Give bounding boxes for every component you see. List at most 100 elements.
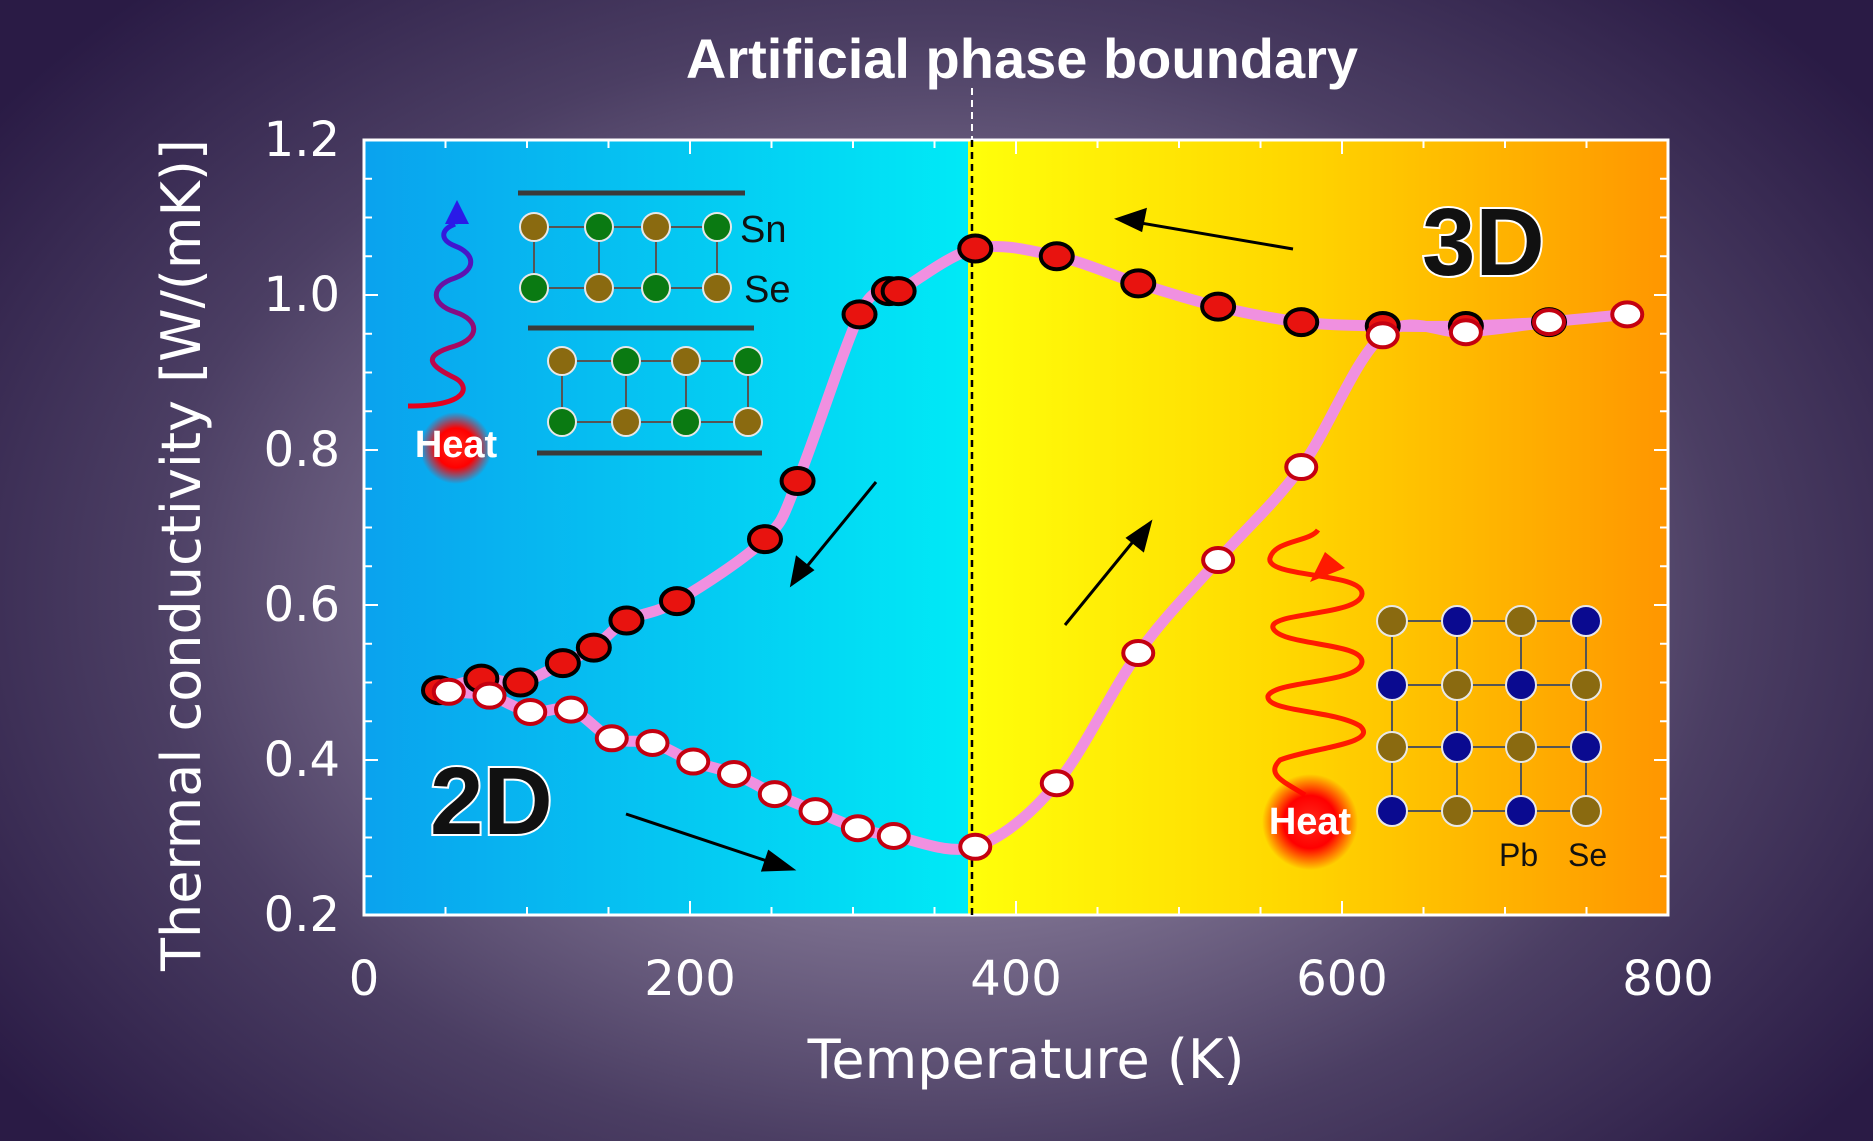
- y-tick-labels: 0.2 0.4 0.6 0.8 1.0 1.2: [264, 112, 340, 943]
- atom: [1505, 795, 1537, 827]
- atom: [1441, 605, 1473, 637]
- open-data-point: [594, 724, 629, 753]
- wave-left: [407, 221, 477, 409]
- filled-data-point: [575, 632, 612, 663]
- atom: [1441, 669, 1473, 701]
- pbse-lattice: [1376, 605, 1602, 827]
- open-data-point: [876, 821, 911, 850]
- open-data-point: [1532, 308, 1567, 337]
- label-2d: 2D: [430, 748, 553, 855]
- atom: [519, 212, 549, 242]
- x-tick-label: 600: [1296, 951, 1388, 1007]
- y-axis-label: Thermal conductivity [W/(mK)]: [150, 139, 213, 972]
- atom: [1570, 731, 1602, 763]
- direction-arrows: [625, 207, 1294, 872]
- heat-wave-right: Heat: [1262, 528, 1366, 870]
- atom: [1570, 605, 1602, 637]
- atom: [1441, 731, 1473, 763]
- filled-data-point: [608, 605, 645, 636]
- open-data-point: [798, 797, 833, 826]
- atom: [611, 346, 641, 376]
- pbse-structure-inset: Pb Se: [1376, 605, 1607, 873]
- open-data-point: [1610, 300, 1645, 329]
- filled-data-point: [746, 524, 783, 555]
- filled-data-point: [1120, 268, 1157, 299]
- label-se-left: Se: [744, 269, 790, 311]
- filled-data-point: [841, 299, 878, 330]
- open-data-point: [840, 814, 875, 843]
- series-open-markers: [431, 300, 1645, 861]
- open-data-point: [717, 759, 752, 788]
- wave-right: [1265, 528, 1366, 798]
- arrow-cooling-down-head: [789, 555, 815, 588]
- filled-data-point: [1038, 241, 1075, 272]
- atom: [1376, 605, 1408, 637]
- atom: [1570, 669, 1602, 701]
- atom: [1570, 795, 1602, 827]
- open-data-point: [1284, 453, 1319, 482]
- atom: [733, 346, 763, 376]
- wave-left-arrowhead: [445, 200, 469, 224]
- x-axis-label: Temperature (K): [807, 1028, 1245, 1091]
- filled-data-point: [957, 233, 994, 264]
- label-se-right: Se: [1568, 837, 1607, 873]
- y-tick-label: 0.4: [264, 732, 340, 788]
- atom: [584, 212, 614, 242]
- atom: [1505, 605, 1537, 637]
- open-data-point: [1448, 318, 1483, 347]
- heat-source-left: [420, 412, 492, 484]
- open-data-point: [1365, 321, 1400, 350]
- wave-right-arrowhead: [1310, 552, 1345, 582]
- y-tick-label: 0.8: [264, 422, 340, 478]
- atom: [641, 212, 671, 242]
- x-tick-labels: 0 200 400 600 800: [349, 951, 1714, 1007]
- arrow-heating-up-head: [1125, 519, 1153, 553]
- filled-data-point: [1200, 291, 1237, 322]
- atom: [671, 346, 701, 376]
- x-tick-label: 200: [644, 951, 736, 1007]
- snse-lattice: [519, 212, 763, 437]
- heat-source-right: [1262, 774, 1358, 870]
- arrow-heating-up: [1063, 537, 1138, 626]
- filled-data-point: [880, 276, 917, 307]
- atom: [641, 273, 671, 303]
- heat-wave-left: Heat: [407, 200, 498, 484]
- atom: [547, 407, 577, 437]
- label-sn: Sn: [740, 209, 786, 251]
- x-tick-label: 800: [1622, 951, 1714, 1007]
- open-data-point: [676, 747, 711, 776]
- open-data-point: [635, 728, 670, 757]
- open-data-point: [513, 697, 548, 726]
- label-pb: Pb: [1499, 837, 1538, 873]
- atom: [702, 212, 732, 242]
- x-tick-label: 0: [349, 951, 380, 1007]
- atom: [584, 273, 614, 303]
- region-2d-background: [364, 140, 968, 915]
- plot-area: 2D 3D Sn Se Pb Se Heat: [362, 88, 1670, 917]
- atom: [702, 273, 732, 303]
- open-data-point: [1121, 639, 1156, 668]
- open-data-point: [958, 832, 993, 861]
- open-data-point: [554, 695, 589, 724]
- arrow-3d-left: [1134, 220, 1294, 251]
- filled-data-point: [658, 586, 695, 617]
- open-data-point: [757, 780, 792, 809]
- snse-structure-inset: Sn Se: [518, 190, 790, 456]
- atom: [611, 407, 641, 437]
- y-tick-label: 1.2: [264, 112, 340, 168]
- atom: [519, 273, 549, 303]
- atom: [1505, 731, 1537, 763]
- label-3d: 3D: [1422, 189, 1545, 296]
- open-data-point: [472, 681, 507, 710]
- open-data-point: [431, 677, 466, 706]
- filled-data-point: [502, 667, 539, 698]
- atom: [1376, 795, 1408, 827]
- y-tick-label: 0.6: [264, 577, 340, 633]
- open-data-point: [1039, 769, 1074, 798]
- x-tick-label: 400: [970, 951, 1062, 1007]
- arrow-2d-right: [625, 812, 771, 864]
- filled-data-point: [544, 648, 581, 679]
- atom: [1376, 731, 1408, 763]
- arrow-3d-left-head: [1114, 207, 1147, 233]
